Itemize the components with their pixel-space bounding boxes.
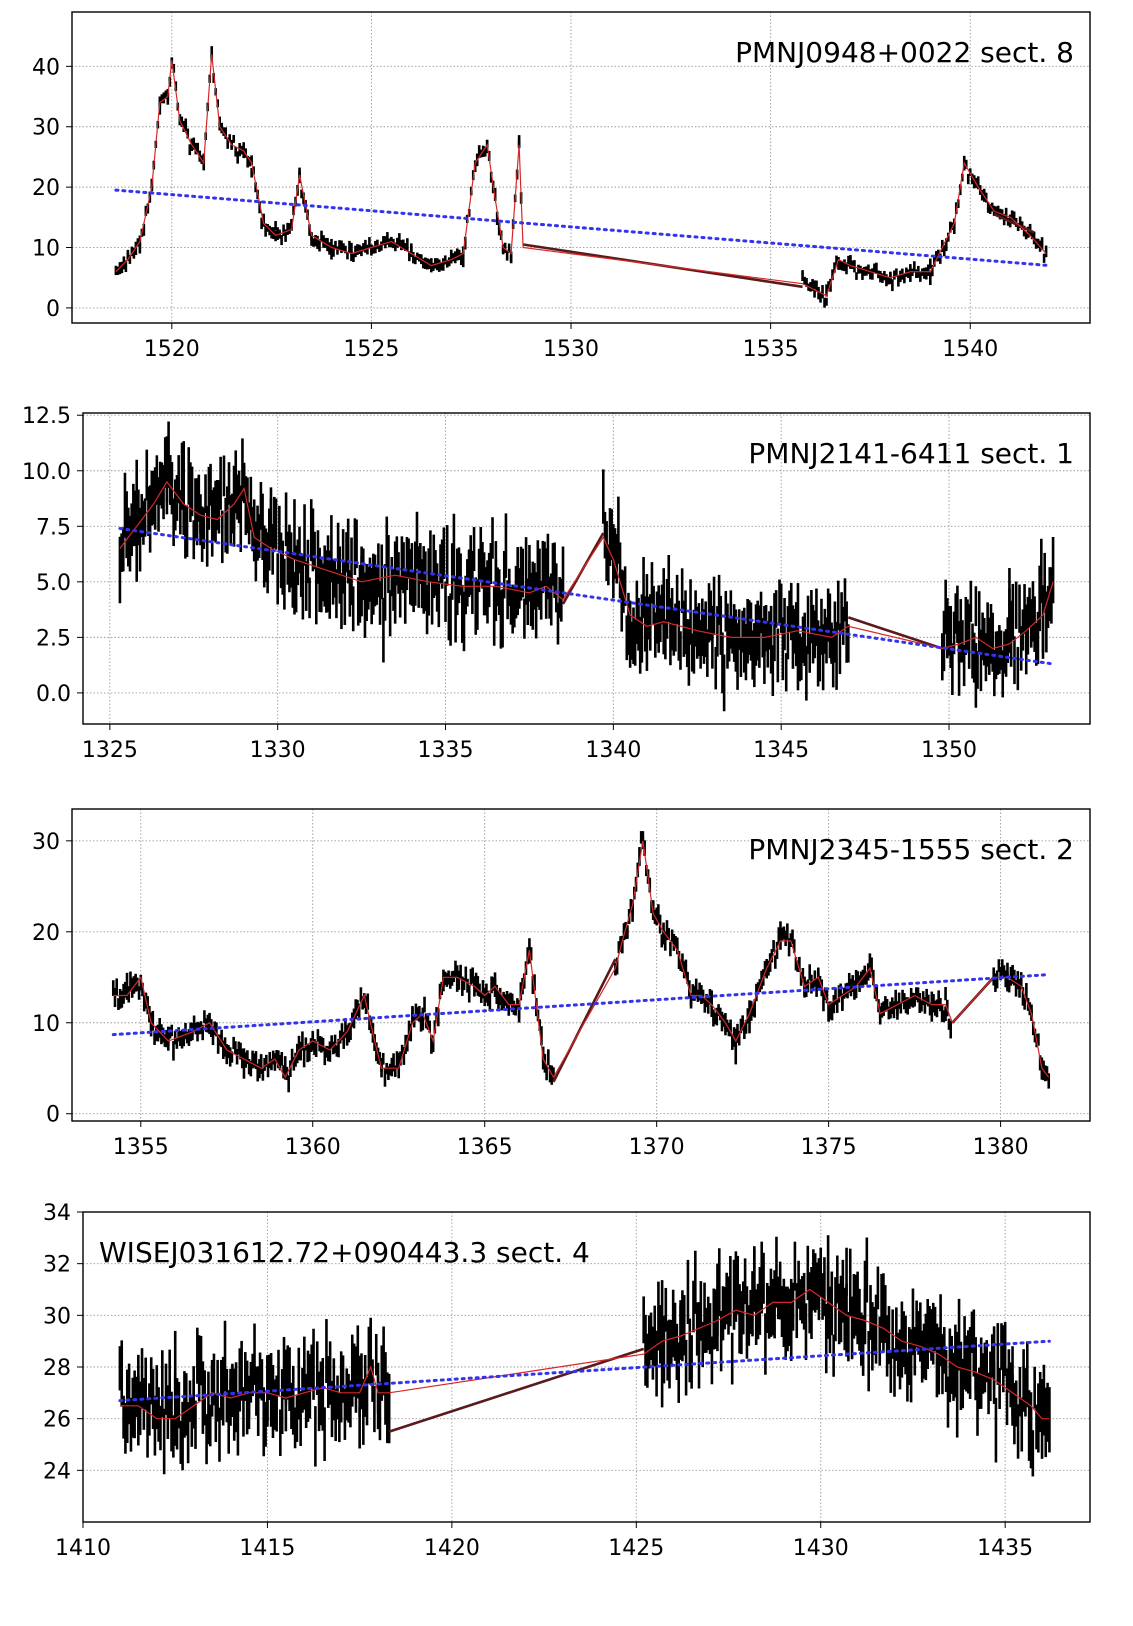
y-tick-label: 28 <box>43 1356 71 1381</box>
y-tick-label: 10 <box>32 1012 60 1037</box>
data-marks <box>118 1235 1051 1477</box>
x-tick-label: 1380 <box>973 1135 1029 1160</box>
x-tick-label: 1420 <box>424 1536 480 1561</box>
y-tick-label: 7.5 <box>36 515 71 540</box>
y-axis-ticks: 0 10 20 30 40 <box>32 55 72 322</box>
grid-lines <box>72 12 1090 323</box>
x-tick-label: 1425 <box>608 1536 664 1561</box>
x-tick-label: 1375 <box>801 1135 857 1160</box>
axes-frame <box>71 808 1091 1122</box>
x-tick-label: 1530 <box>543 337 599 362</box>
y-tick-label: 24 <box>43 1459 71 1484</box>
axes-frame <box>82 412 1091 725</box>
x-tick-label: 1350 <box>921 738 977 763</box>
gap-connector-line <box>552 958 617 1083</box>
y-tick-label: 10.0 <box>22 460 71 485</box>
panel-pmnj0948: 1520 1525 1530 1535 1540 0 10 20 30 40 PMNJ0948+… <box>32 11 1091 362</box>
y-tick-label: 12.5 <box>22 404 71 429</box>
x-tick-label: 1435 <box>977 1536 1033 1561</box>
y-tick-label: 20 <box>32 921 60 946</box>
y-tick-label: 0.0 <box>36 682 71 707</box>
trend-line <box>118 527 1055 666</box>
x-tick-label: 1355 <box>113 1135 169 1160</box>
y-axis-ticks: 0.0 2.5 5.0 7.5 10.0 12.5 <box>22 404 83 707</box>
x-tick-label: 1345 <box>753 738 809 763</box>
panel-title: PMNJ2141-6411 sect. 1 <box>748 437 1074 470</box>
x-tick-label: 1335 <box>418 738 474 763</box>
x-tick-label: 1520 <box>144 337 200 362</box>
x-tick-label: 1540 <box>942 337 998 362</box>
y-axis-ticks: 24 26 28 30 32 34 <box>43 1201 83 1484</box>
y-tick-label: 0 <box>46 1103 60 1128</box>
y-tick-label: 30 <box>32 116 60 141</box>
x-tick-label: 1325 <box>82 738 138 763</box>
trend-line <box>118 1339 1051 1403</box>
panel-wisej0316: 1410 1415 1420 1425 1430 1435 24 26 28 30 32 34 WI… <box>43 1201 1091 1561</box>
smoothed-line <box>113 840 1050 1079</box>
y-tick-label: 20 <box>32 176 60 201</box>
grid-lines <box>72 809 1090 1121</box>
y-tick-label: 30 <box>32 830 60 855</box>
y-tick-label: 30 <box>43 1304 71 1329</box>
y-tick-label: 2.5 <box>36 626 71 651</box>
trend-line <box>111 973 1051 1037</box>
y-tick-label: 5.0 <box>36 571 71 596</box>
smoothed-line <box>119 1288 1050 1420</box>
data-marks <box>114 46 1052 308</box>
smoothed-line <box>119 480 1054 650</box>
panel-title: PMNJ0948+0022 sect. 8 <box>735 36 1074 69</box>
gap-connector-line <box>388 1347 645 1433</box>
gap-connector-line <box>847 616 943 650</box>
panel-pmnj2345: 1355 1360 1365 1370 1375 1380 0 10 20 30 PMNJ234… <box>32 808 1091 1160</box>
x-tick-label: 1525 <box>343 337 399 362</box>
x-tick-label: 1330 <box>250 738 306 763</box>
x-axis-ticks: 1520 1525 1530 1535 1540 <box>144 323 998 362</box>
panel-pmnj2141: 1325 1330 1335 1340 1345 1350 0.0 2.5 5.0 7.5 10.… <box>22 404 1091 763</box>
x-tick-label: 1430 <box>793 1536 849 1561</box>
gap-connector-line <box>993 213 1035 234</box>
panel-title: PMNJ2345-1555 sect. 2 <box>748 833 1074 866</box>
data-marks <box>118 421 1055 712</box>
y-tick-label: 26 <box>43 1408 71 1433</box>
x-axis-ticks: 1355 1360 1365 1370 1375 1380 <box>113 1121 1029 1160</box>
y-tick-label: 34 <box>43 1201 71 1226</box>
x-tick-label: 1535 <box>743 337 799 362</box>
y-tick-label: 10 <box>32 237 60 262</box>
x-tick-label: 1365 <box>457 1135 513 1160</box>
y-tick-label: 32 <box>43 1253 71 1278</box>
x-tick-label: 1340 <box>585 738 641 763</box>
x-axis-ticks: 1410 1415 1420 1425 1430 1435 <box>55 1522 1033 1561</box>
trend-line <box>114 188 1052 268</box>
x-tick-label: 1360 <box>285 1135 341 1160</box>
panel-title: WISEJ031612.72+090443.3 sect. 4 <box>99 1236 590 1269</box>
smoothed-line <box>115 54 1047 297</box>
x-tick-label: 1410 <box>55 1536 111 1561</box>
x-tick-label: 1415 <box>239 1536 295 1561</box>
y-axis-ticks: 0 10 20 30 <box>32 830 72 1128</box>
x-tick-label: 1370 <box>629 1135 685 1160</box>
x-axis-ticks: 1325 1330 1335 1340 1345 1350 <box>82 724 977 763</box>
data-marks <box>111 831 1051 1093</box>
y-tick-label: 0 <box>46 297 60 322</box>
y-tick-label: 40 <box>32 55 60 80</box>
axes-frame <box>71 11 1091 324</box>
